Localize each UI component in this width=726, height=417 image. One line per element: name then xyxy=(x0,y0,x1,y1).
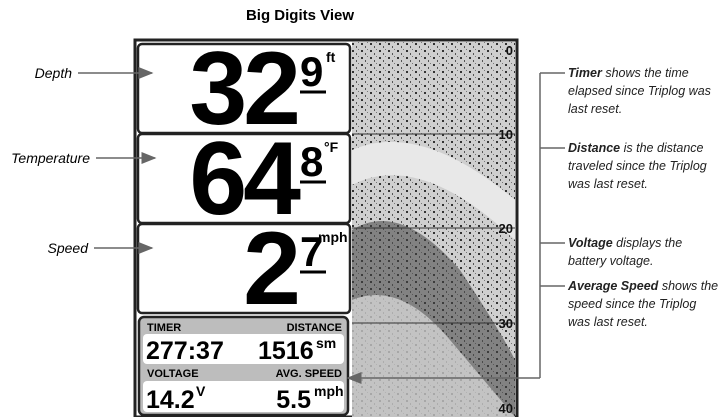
depth-scale-label: 10 xyxy=(499,127,513,142)
depth-decimal: 9 xyxy=(300,48,323,95)
note-term: Timer xyxy=(568,66,602,80)
title: Big Digits View xyxy=(246,7,354,24)
triplog: TIMER DISTANCE 277:37 1516 sm VOLTAGE AV… xyxy=(139,317,348,415)
note-term: Voltage xyxy=(568,236,613,250)
note-term: Average Speed xyxy=(568,279,658,293)
diagram: Big Digits View 010203040 32 9 ft 64 8 °… xyxy=(0,0,726,417)
distance-label: DISTANCE xyxy=(287,322,342,334)
depth-scale-label: 0 xyxy=(506,43,513,58)
depth-unit: ft xyxy=(326,49,336,65)
distance-unit: sm xyxy=(316,335,336,351)
sonar xyxy=(352,42,515,417)
note: Timer shows the time elapsed since Tripl… xyxy=(568,64,720,118)
note: Voltage displays the battery voltage. xyxy=(568,234,720,270)
timer-label: TIMER xyxy=(147,322,181,334)
avg-speed: 5.5 xyxy=(276,386,311,414)
callout-label: Depth xyxy=(35,65,73,81)
distance: 1516 xyxy=(258,337,314,365)
avg-speed-label: AVG. SPEED xyxy=(276,368,342,380)
page: Big Digits View 010203040 32 9 ft 64 8 °… xyxy=(0,0,726,417)
note: Distance is the distance traveled since … xyxy=(568,139,720,193)
temperature-decimal: 8 xyxy=(300,138,323,185)
depth-scale-label: 30 xyxy=(499,316,513,331)
avg-speed-unit: mph xyxy=(314,383,344,399)
callout-label: Temperature xyxy=(11,150,90,166)
temperature-unit: °F xyxy=(324,139,339,155)
note: Average Speed shows the speed since the … xyxy=(568,277,720,331)
callout-label: Speed xyxy=(48,240,90,256)
voltage-label: VOLTAGE xyxy=(147,368,199,380)
speed-value: 2 xyxy=(243,211,297,327)
depth-scale-label: 40 xyxy=(499,401,513,416)
timer: 277:37 xyxy=(146,337,224,365)
voltage: 14.2 xyxy=(146,386,195,414)
depth-scale-label: 20 xyxy=(499,221,513,236)
speed-unit: mph xyxy=(318,229,348,245)
voltage-unit: V xyxy=(196,383,206,399)
note-term: Distance xyxy=(568,141,620,155)
